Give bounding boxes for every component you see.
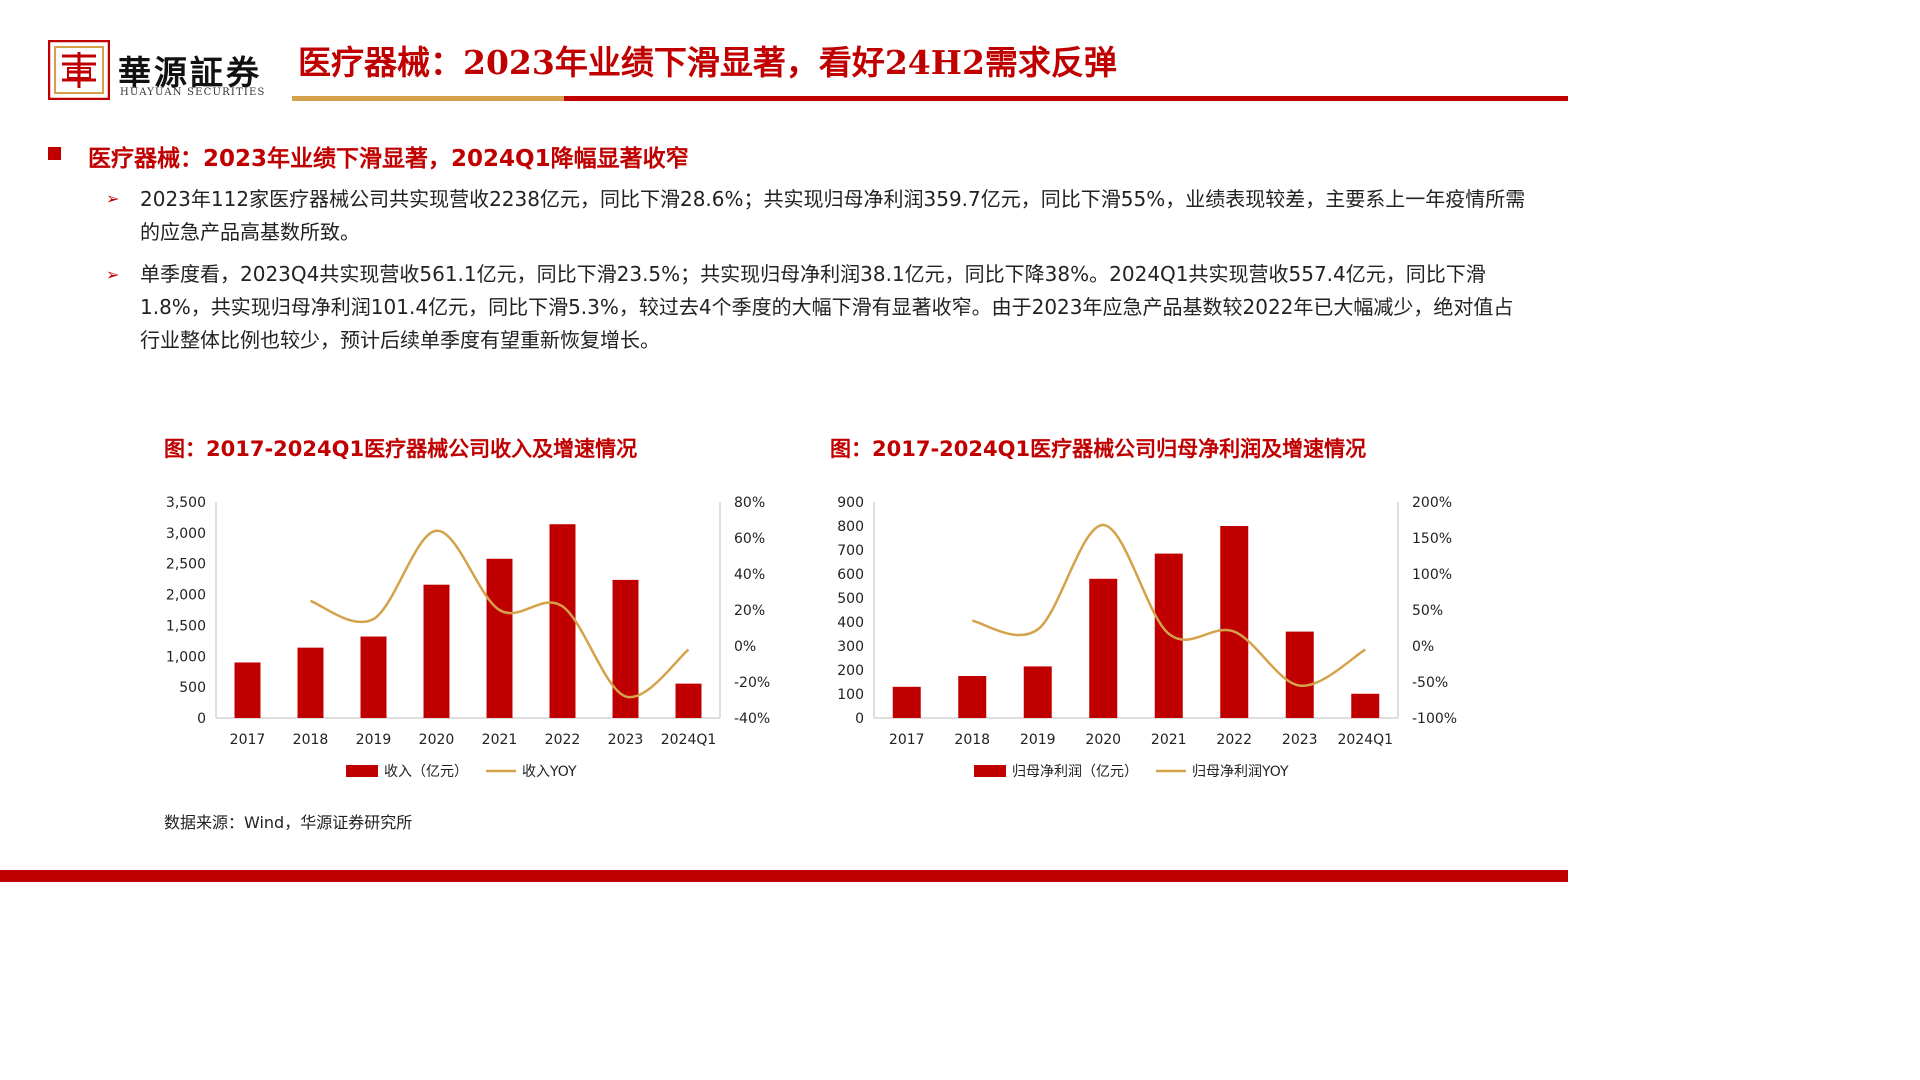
yoy-line: [310, 529, 690, 699]
y2-tick-label: 200%: [1412, 495, 1452, 511]
y-tick-label: 900: [837, 495, 864, 511]
y-tick-label: 500: [179, 680, 206, 696]
y-tick-label: 1,000: [166, 649, 206, 665]
y2-tick-label: -100%: [1412, 711, 1457, 727]
x-tick-label: 2024Q1: [661, 732, 717, 748]
legend-label-bar: 收入（亿元）: [384, 764, 468, 780]
x-tick-label: 2019: [1020, 732, 1056, 748]
y-tick-label: 3,500: [166, 495, 206, 511]
y2-tick-label: 50%: [1412, 603, 1443, 619]
y-tick-label: 400: [837, 615, 864, 631]
y-tick-label: 100: [837, 687, 864, 703]
bar: [486, 558, 513, 718]
page-title: 医疗器械：2023年业绩下滑显著，看好24H2需求反弹: [298, 43, 1117, 82]
x-tick-label: 2023: [1282, 732, 1318, 748]
x-tick-label: 2018: [293, 732, 329, 748]
profit-chart: 0 100 200 300 400 500 600 700 800 900 -100% -50% 0% 5…: [837, 495, 1457, 780]
bar: [549, 524, 576, 718]
x-tick-label: 2024Q1: [1337, 732, 1393, 748]
bar: [1351, 693, 1380, 718]
title-divider-gold: [292, 96, 564, 101]
revenue-chart: 0 500 1,000 1,500 2,000 2,500 3,000 3,500 -40% -2…: [166, 495, 770, 780]
legend-label-bar: 归母净利润（亿元）: [1012, 763, 1138, 780]
seal-logo-icon: [48, 40, 110, 100]
bar: [1089, 578, 1118, 718]
x-tick-label: 2017: [230, 732, 266, 748]
y2-tick-label: 100%: [1412, 567, 1452, 583]
bullet-paragraph-1: 2023年112家医疗器械公司共实现营收2238亿元，同比下滑28.6%；共实现…: [140, 187, 1526, 244]
y2-tick-label: 80%: [734, 495, 765, 511]
y2-tick-label: 60%: [734, 531, 765, 547]
x-tick-label: 2020: [419, 732, 455, 748]
legend-swatch-bar: [974, 765, 1006, 777]
x-tick-label: 2019: [356, 732, 392, 748]
y-tick-label: 1,500: [166, 618, 206, 634]
x-tick-label: 2021: [1151, 732, 1187, 748]
bar: [958, 676, 987, 718]
y-tick-label: 600: [837, 567, 864, 583]
y-tick-label: 2,500: [166, 557, 206, 573]
legend-label-line: 归母净利润YOY: [1192, 763, 1289, 780]
bar: [1154, 553, 1183, 718]
bar: [892, 686, 921, 718]
chart-title-revenue: 图：2017-2024Q1医疗器械公司收入及增速情况: [164, 437, 638, 461]
legend-swatch-bar: [346, 765, 378, 777]
bar: [1023, 666, 1052, 718]
title-divider-red: [564, 96, 1568, 101]
bar: [1285, 631, 1314, 718]
y-tick-label: 700: [837, 543, 864, 559]
data-source-note: 数据来源：Wind，华源证券研究所: [164, 813, 413, 832]
x-tick-label: 2018: [954, 732, 990, 748]
y2-tick-label: -20%: [734, 675, 770, 691]
bar: [234, 662, 261, 718]
y-tick-label: 2,000: [166, 588, 206, 604]
bar: [675, 683, 702, 718]
y2-tick-label: 40%: [734, 567, 765, 583]
chart-title-profit: 图：2017-2024Q1医疗器械公司归母净利润及增速情况: [830, 437, 1367, 461]
y-tick-label: 0: [855, 711, 864, 727]
footer-band: [0, 870, 1568, 882]
y2-tick-label: -50%: [1412, 675, 1448, 691]
x-tick-label: 2022: [545, 732, 581, 748]
y2-tick-label: 20%: [734, 603, 765, 619]
x-tick-label: 2021: [482, 732, 518, 748]
x-tick-label: 2023: [608, 732, 644, 748]
section-heading: 医疗器械：2023年业绩下滑显著，2024Q1降幅显著收窄: [88, 146, 689, 172]
bar: [423, 584, 450, 718]
y-tick-label: 3,000: [166, 526, 206, 542]
y2-tick-label: 150%: [1412, 531, 1452, 547]
x-tick-label: 2020: [1085, 732, 1121, 748]
y2-tick-label: -40%: [734, 711, 770, 727]
yoy-line: [971, 523, 1366, 687]
brand-name-cn: 華源証券: [118, 53, 262, 92]
bar: [612, 579, 639, 718]
x-tick-label: 2017: [889, 732, 925, 748]
y-tick-label: 500: [837, 591, 864, 607]
y2-tick-label: 0%: [734, 639, 756, 655]
bar: [297, 647, 324, 718]
bullet-paragraph-2: 单季度看，2023Q4共实现营收561.1亿元，同比下滑23.5%；共实现归母净…: [140, 262, 1514, 352]
y-tick-label: 200: [837, 663, 864, 679]
brand-logo: 華源証券 HUAYUAN SECURITIES: [48, 38, 288, 102]
bar: [1220, 526, 1249, 718]
arrow-bullet-icon: ➢: [106, 265, 120, 284]
y-tick-label: 300: [837, 639, 864, 655]
y2-tick-label: 0%: [1412, 639, 1434, 655]
x-tick-label: 2022: [1216, 732, 1252, 748]
bar: [360, 636, 387, 718]
y-tick-label: 800: [837, 519, 864, 535]
legend-label-line: 收入YOY: [522, 764, 577, 780]
y-tick-label: 0: [197, 711, 206, 727]
brand-name-en: HUAYUAN SECURITIES: [120, 87, 266, 98]
section-bullet-square: [48, 147, 61, 160]
arrow-bullet-icon: ➢: [106, 189, 120, 208]
